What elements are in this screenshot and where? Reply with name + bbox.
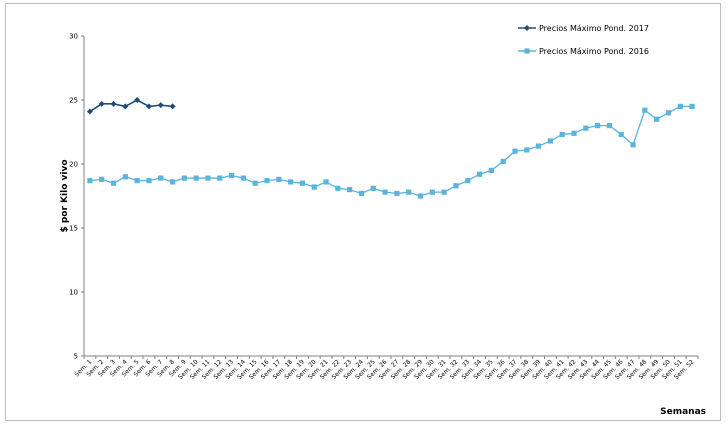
data-point [453, 183, 459, 189]
data-point [134, 97, 141, 103]
data-point [417, 193, 424, 199]
data-point [217, 175, 223, 181]
data-point [240, 175, 247, 181]
legend-label: Precios Máximo Pond. 2016 [539, 47, 649, 56]
data-point [382, 189, 388, 195]
legend: Precios Máximo Pond. 2017 Precios Máximo … [518, 24, 649, 56]
data-point [441, 189, 447, 195]
data-point [299, 180, 306, 186]
data-point [347, 187, 353, 193]
data-point [157, 102, 164, 109]
y-tick-label: 20 [69, 161, 78, 169]
data-point [642, 107, 648, 113]
data-point [465, 178, 471, 184]
legend-item: Precios Máximo Pond. 2016 [518, 47, 649, 56]
data-point [500, 158, 506, 165]
plot-area [86, 97, 695, 199]
data-point [323, 179, 329, 185]
series-2017 [86, 97, 176, 115]
series-line [89, 105, 693, 197]
data-point [583, 125, 589, 131]
data-point [252, 180, 258, 186]
data-point [288, 179, 294, 185]
data-point [358, 190, 365, 197]
data-point [571, 130, 577, 136]
data-point [606, 123, 613, 129]
data-point [98, 100, 105, 107]
data-point [276, 176, 282, 182]
data-point [429, 189, 435, 195]
data-point [512, 148, 518, 154]
data-point [110, 100, 117, 107]
series-2016 [87, 103, 695, 199]
y-tick-label: 5 [74, 353, 78, 361]
chart-frame: 5 10 15 20 25 30 Sem. 1 Sem. 2 Sem. 3 Sem. 4 Sem.… [5, 3, 721, 421]
y-axis: 5 10 15 20 25 30 [69, 33, 85, 361]
data-point [394, 190, 400, 197]
data-point [689, 103, 695, 109]
data-point [146, 178, 152, 184]
data-point [488, 167, 494, 173]
data-point [665, 110, 672, 116]
legend-label: Precios Máximo Pond. 2017 [539, 24, 649, 33]
y-tick-label: 30 [69, 33, 78, 41]
data-point [181, 175, 187, 181]
y-axis-title: $ por Kilo vivo [60, 159, 70, 232]
data-point [476, 171, 483, 177]
data-point [87, 178, 93, 184]
legend-marker [524, 25, 530, 31]
data-point [559, 131, 565, 138]
y-tick-label: 25 [69, 97, 78, 105]
data-point [524, 147, 530, 153]
data-point [169, 103, 176, 110]
data-point [145, 103, 152, 110]
x-axis-title: Semanas [660, 407, 706, 417]
legend-marker [524, 48, 530, 54]
data-point [535, 143, 542, 149]
data-point [228, 172, 235, 179]
data-point [264, 178, 270, 184]
data-point [193, 175, 199, 181]
data-point [547, 138, 554, 144]
data-point [122, 103, 129, 110]
data-point [99, 176, 105, 182]
data-point [169, 179, 176, 185]
data-point [86, 108, 93, 115]
data-point [134, 178, 140, 184]
data-point [311, 184, 317, 190]
data-point [370, 185, 376, 191]
data-point [110, 180, 117, 186]
y-tick-label: 10 [69, 289, 78, 297]
data-point [122, 174, 128, 180]
data-point [335, 185, 341, 191]
data-point [406, 189, 412, 195]
y-tick-label: 15 [69, 225, 78, 233]
data-point [677, 103, 683, 109]
data-point [618, 131, 624, 138]
legend-item: Precios Máximo Pond. 2017 [518, 24, 649, 33]
data-point [630, 142, 636, 148]
data-point [158, 175, 164, 181]
data-point [595, 123, 601, 129]
data-point [205, 175, 211, 181]
data-point [654, 116, 660, 122]
